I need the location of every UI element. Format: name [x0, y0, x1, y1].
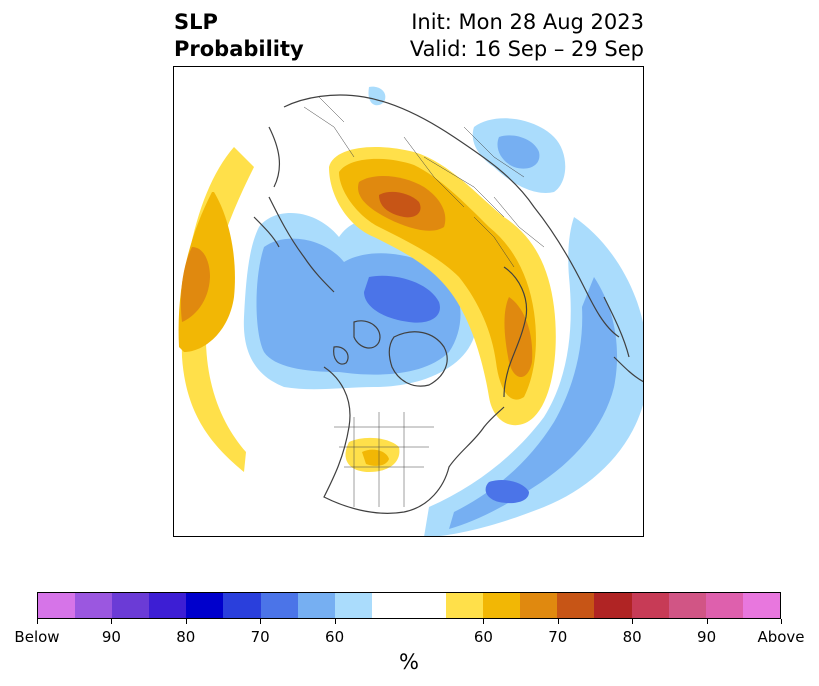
colorbar-tick-label: Above — [757, 628, 805, 646]
map-title-variable: SLP Probability — [174, 9, 304, 63]
colorbar-segment — [408, 593, 447, 618]
colorbar-segment — [112, 593, 150, 618]
contour-above-80-scandinavia — [504, 297, 533, 377]
colorbar-segment — [38, 593, 76, 618]
colorbar-tick-mark — [185, 619, 187, 624]
political-borders — [303, 96, 545, 507]
colorbar-tick-mark — [37, 619, 38, 624]
colorbar-tick-label: 80 — [622, 628, 642, 646]
contour-above-70-usa — [362, 449, 389, 466]
colorbar-tick-mark — [781, 619, 782, 624]
contour-above-80-pacific — [180, 247, 210, 322]
colorbar-segment — [297, 593, 335, 618]
colorbar-segment — [483, 593, 521, 618]
colorbar-tick-label: 90 — [101, 628, 121, 646]
colorbar-tick-label: 60 — [473, 628, 493, 646]
colorbar-unit-label: % — [399, 650, 419, 674]
probability-colorbar — [37, 592, 781, 619]
colorbar-tick-mark — [632, 619, 634, 624]
contour-below-80-atlantic — [485, 480, 529, 504]
colorbar-tick-label: 60 — [325, 628, 345, 646]
colorbar-segment — [668, 593, 706, 618]
coastline-alaska — [268, 196, 335, 293]
colorbar-segment — [520, 593, 558, 618]
colorbar-segment — [557, 593, 595, 618]
colorbar-segment — [742, 593, 780, 618]
colorbar-segment — [223, 593, 261, 618]
contour-below-80-arctic — [364, 275, 440, 323]
coastline-eurasia — [283, 94, 620, 338]
colorbar-tick-mark — [557, 619, 559, 624]
product-label: Probability — [174, 37, 304, 61]
colorbar-segment — [75, 593, 113, 618]
colorbar-tick-label: 80 — [176, 628, 196, 646]
valid-range-label: Valid: 16 Sep – 29 Sep — [409, 37, 644, 61]
colorbar-tick-label: Below — [14, 628, 60, 646]
colorbar-tick-mark — [334, 619, 336, 624]
contour-below-70-northeast — [497, 135, 540, 169]
init-date-label: Init: Mon 28 Aug 2023 — [411, 10, 644, 34]
colorbar-segment — [446, 593, 484, 618]
colorbar-tick-mark — [483, 619, 485, 624]
colorbar-tick-mark — [111, 619, 113, 624]
colorbar-tick-label: 70 — [548, 628, 568, 646]
colorbar-segment — [594, 593, 632, 618]
colorbar-segment — [334, 593, 372, 618]
coastline-scandinavia — [503, 266, 528, 398]
contour-below-70-atlantic — [449, 277, 618, 529]
probability-map — [174, 67, 643, 536]
colorbar-segment — [371, 593, 409, 618]
coastline-greenland — [388, 331, 448, 387]
contour-below-70-arctic — [256, 238, 461, 375]
colorbar-tick-label: 70 — [250, 628, 270, 646]
colorbar-tick-mark — [260, 619, 262, 624]
map-title-dates: Init: Mon 28 Aug 2023 Valid: 16 Sep – 29… — [410, 9, 644, 63]
colorbar-tick-label: 90 — [697, 628, 717, 646]
colorbar-segment — [631, 593, 669, 618]
colorbar-segment — [149, 593, 187, 618]
contour-above-90-siberia — [379, 191, 421, 218]
coastline-arctic-islands — [333, 320, 381, 365]
colorbar-segment — [186, 593, 224, 618]
colorbar-segment — [705, 593, 743, 618]
map-panel — [173, 66, 644, 537]
contour-above-70-siberia — [339, 158, 536, 400]
colorbar-segment — [260, 593, 298, 618]
variable-label: SLP — [174, 10, 218, 34]
colorbar-tick-mark — [706, 619, 708, 624]
coastline-east-asia — [253, 126, 280, 248]
coastline-europe — [603, 296, 643, 383]
